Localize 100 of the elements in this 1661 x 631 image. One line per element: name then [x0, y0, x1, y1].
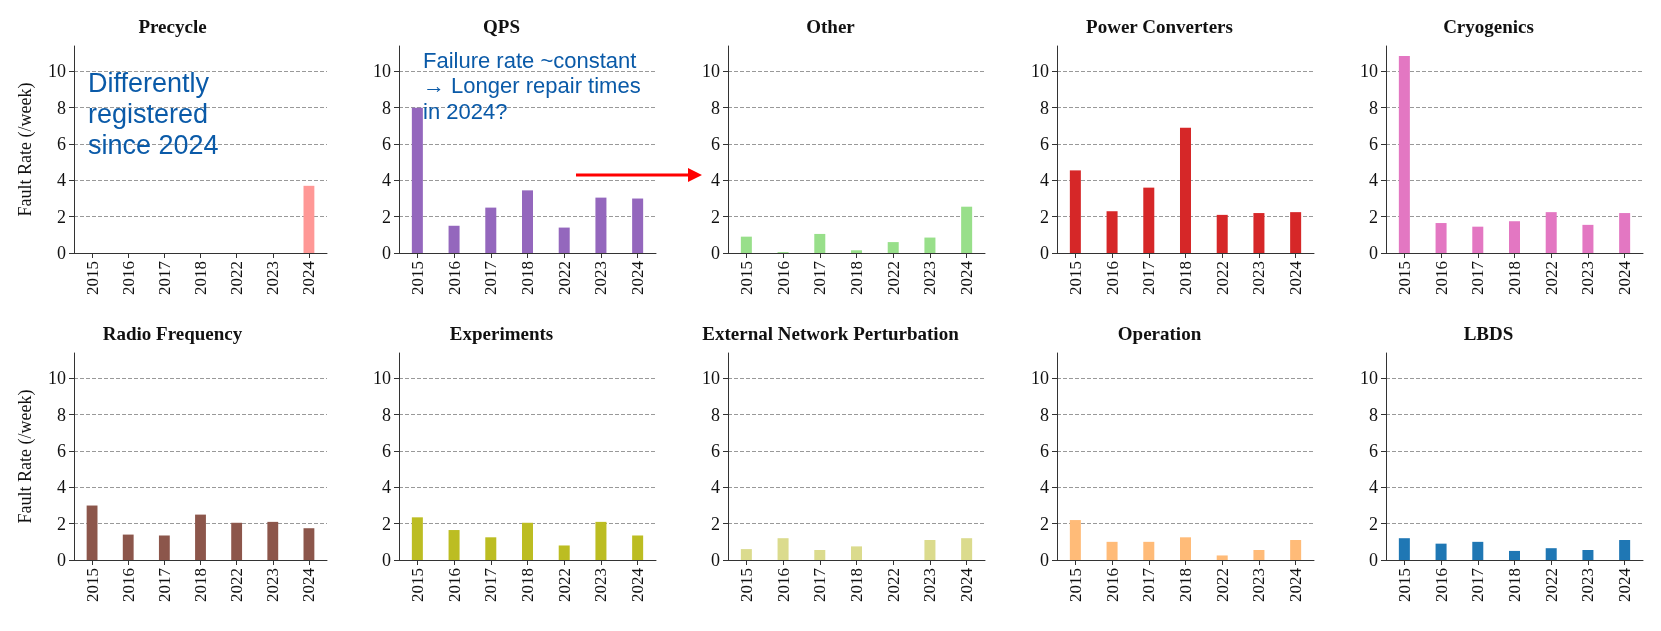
bar: [1106, 211, 1118, 253]
bar: [850, 250, 863, 253]
bar: [1143, 187, 1155, 253]
chart-title: External Network Perturbation: [702, 323, 960, 344]
bar: [521, 190, 534, 253]
x-tick-label: 2016: [118, 261, 138, 295]
bar: [814, 233, 826, 253]
bar: [231, 522, 243, 560]
x-tick-label: 2022: [1212, 261, 1232, 295]
bar: [1582, 550, 1594, 560]
y-tick-label: 10: [1360, 61, 1378, 82]
y-tick-label: 10: [1031, 368, 1049, 389]
y-tick-label: 2: [711, 206, 720, 227]
y-tick-label: 0: [382, 550, 391, 570]
chart-title: Cryogenics: [1443, 16, 1534, 37]
bar: [850, 546, 863, 560]
y-tick-label: 2: [1369, 513, 1378, 534]
x-tick-label: 2016: [1431, 261, 1451, 295]
bar: [558, 227, 570, 253]
bar: [521, 522, 534, 560]
x-tick-label: 2024: [628, 260, 648, 295]
x-tick-label: 2018: [191, 261, 210, 295]
y-axis-title: Fault Rate (/week): [15, 82, 36, 217]
bar: [411, 107, 423, 253]
x-tick-label: 2022: [554, 568, 574, 602]
y-tick-label: 2: [711, 513, 720, 534]
y-tick-label: 6: [57, 134, 66, 155]
x-tick-label: 2018: [518, 261, 537, 295]
bar: [1216, 214, 1228, 253]
x-tick-label: 2016: [1102, 261, 1122, 295]
x-tick-label: 2016: [773, 568, 793, 602]
y-tick-label: 8: [1369, 404, 1378, 425]
x-tick-label: 2022: [554, 261, 574, 295]
x-tick-label: 2017: [810, 567, 830, 602]
x-tick-label: 2017: [810, 260, 830, 295]
x-tick-label: 2024: [299, 260, 319, 295]
x-tick-label: 2017: [1468, 260, 1488, 295]
x-tick-label: 2023: [1249, 261, 1269, 295]
y-tick-label: 8: [1040, 404, 1049, 425]
x-tick-label: 2022: [1541, 568, 1561, 602]
y-tick-label: 10: [48, 368, 66, 389]
x-tick-label: 2023: [591, 568, 611, 602]
y-tick-label: 2: [382, 513, 391, 534]
bar: [1398, 538, 1410, 560]
y-tick-label: 6: [711, 441, 720, 462]
y-tick-label: 10: [48, 61, 66, 82]
bar: [1472, 541, 1484, 560]
bar: [195, 514, 206, 560]
chart-title: Experiments: [449, 323, 554, 344]
x-tick-label: 2015: [407, 568, 427, 602]
y-tick-label: 10: [373, 61, 391, 82]
y-tick-label: 6: [1040, 134, 1049, 155]
y-tick-label: 8: [57, 97, 66, 118]
x-tick-label: 2015: [407, 261, 427, 295]
chart-title: Other: [806, 16, 856, 37]
bar: [1472, 226, 1484, 253]
y-tick-label: 6: [1040, 441, 1049, 462]
x-tick-label: 2023: [1578, 568, 1598, 602]
x-tick-label: 2015: [1065, 261, 1085, 295]
x-tick-label: 2024: [1615, 567, 1635, 602]
bar: [485, 207, 497, 253]
bar: [1398, 55, 1410, 253]
bar: [1619, 540, 1631, 560]
y-tick-label: 6: [1369, 441, 1378, 462]
y-tick-label: 6: [57, 441, 66, 462]
bar: [1435, 543, 1447, 560]
x-tick-label: 2016: [773, 261, 793, 295]
y-tick-label: 4: [57, 170, 66, 191]
y-tick-label: 4: [711, 170, 720, 191]
x-tick-label: 2015: [736, 568, 756, 602]
y-tick-label: 2: [1040, 206, 1049, 227]
x-tick-label: 2017: [481, 567, 501, 602]
y-tick-label: 0: [382, 243, 391, 263]
y-tick-label: 10: [373, 368, 391, 389]
bar: [961, 206, 973, 253]
bar: [1179, 127, 1192, 253]
y-tick-label: 0: [711, 550, 720, 570]
y-tick-label: 2: [57, 513, 66, 534]
x-tick-label: 2022: [227, 568, 247, 602]
bar: [1290, 212, 1302, 253]
bar: [632, 198, 644, 253]
y-tick-label: 0: [1040, 550, 1049, 570]
bar: [448, 530, 460, 560]
bar: [1545, 548, 1557, 560]
x-tick-label: 2015: [1394, 568, 1414, 602]
bar: [485, 537, 497, 560]
bar: [1508, 221, 1521, 253]
x-tick-label: 2018: [1176, 568, 1195, 602]
bar: [924, 540, 936, 560]
chart-title: Precycle: [138, 16, 207, 37]
y-tick-label: 2: [1040, 513, 1049, 534]
x-tick-label: 2018: [847, 568, 866, 602]
bar: [1106, 541, 1118, 560]
bar: [777, 538, 789, 560]
x-tick-label: 2017: [481, 260, 501, 295]
y-tick-label: 4: [382, 477, 391, 498]
chart-title: Operation: [1117, 323, 1202, 344]
x-tick-label: 2016: [444, 261, 464, 295]
y-tick-label: 0: [711, 243, 720, 263]
x-tick-label: 2022: [227, 261, 247, 295]
